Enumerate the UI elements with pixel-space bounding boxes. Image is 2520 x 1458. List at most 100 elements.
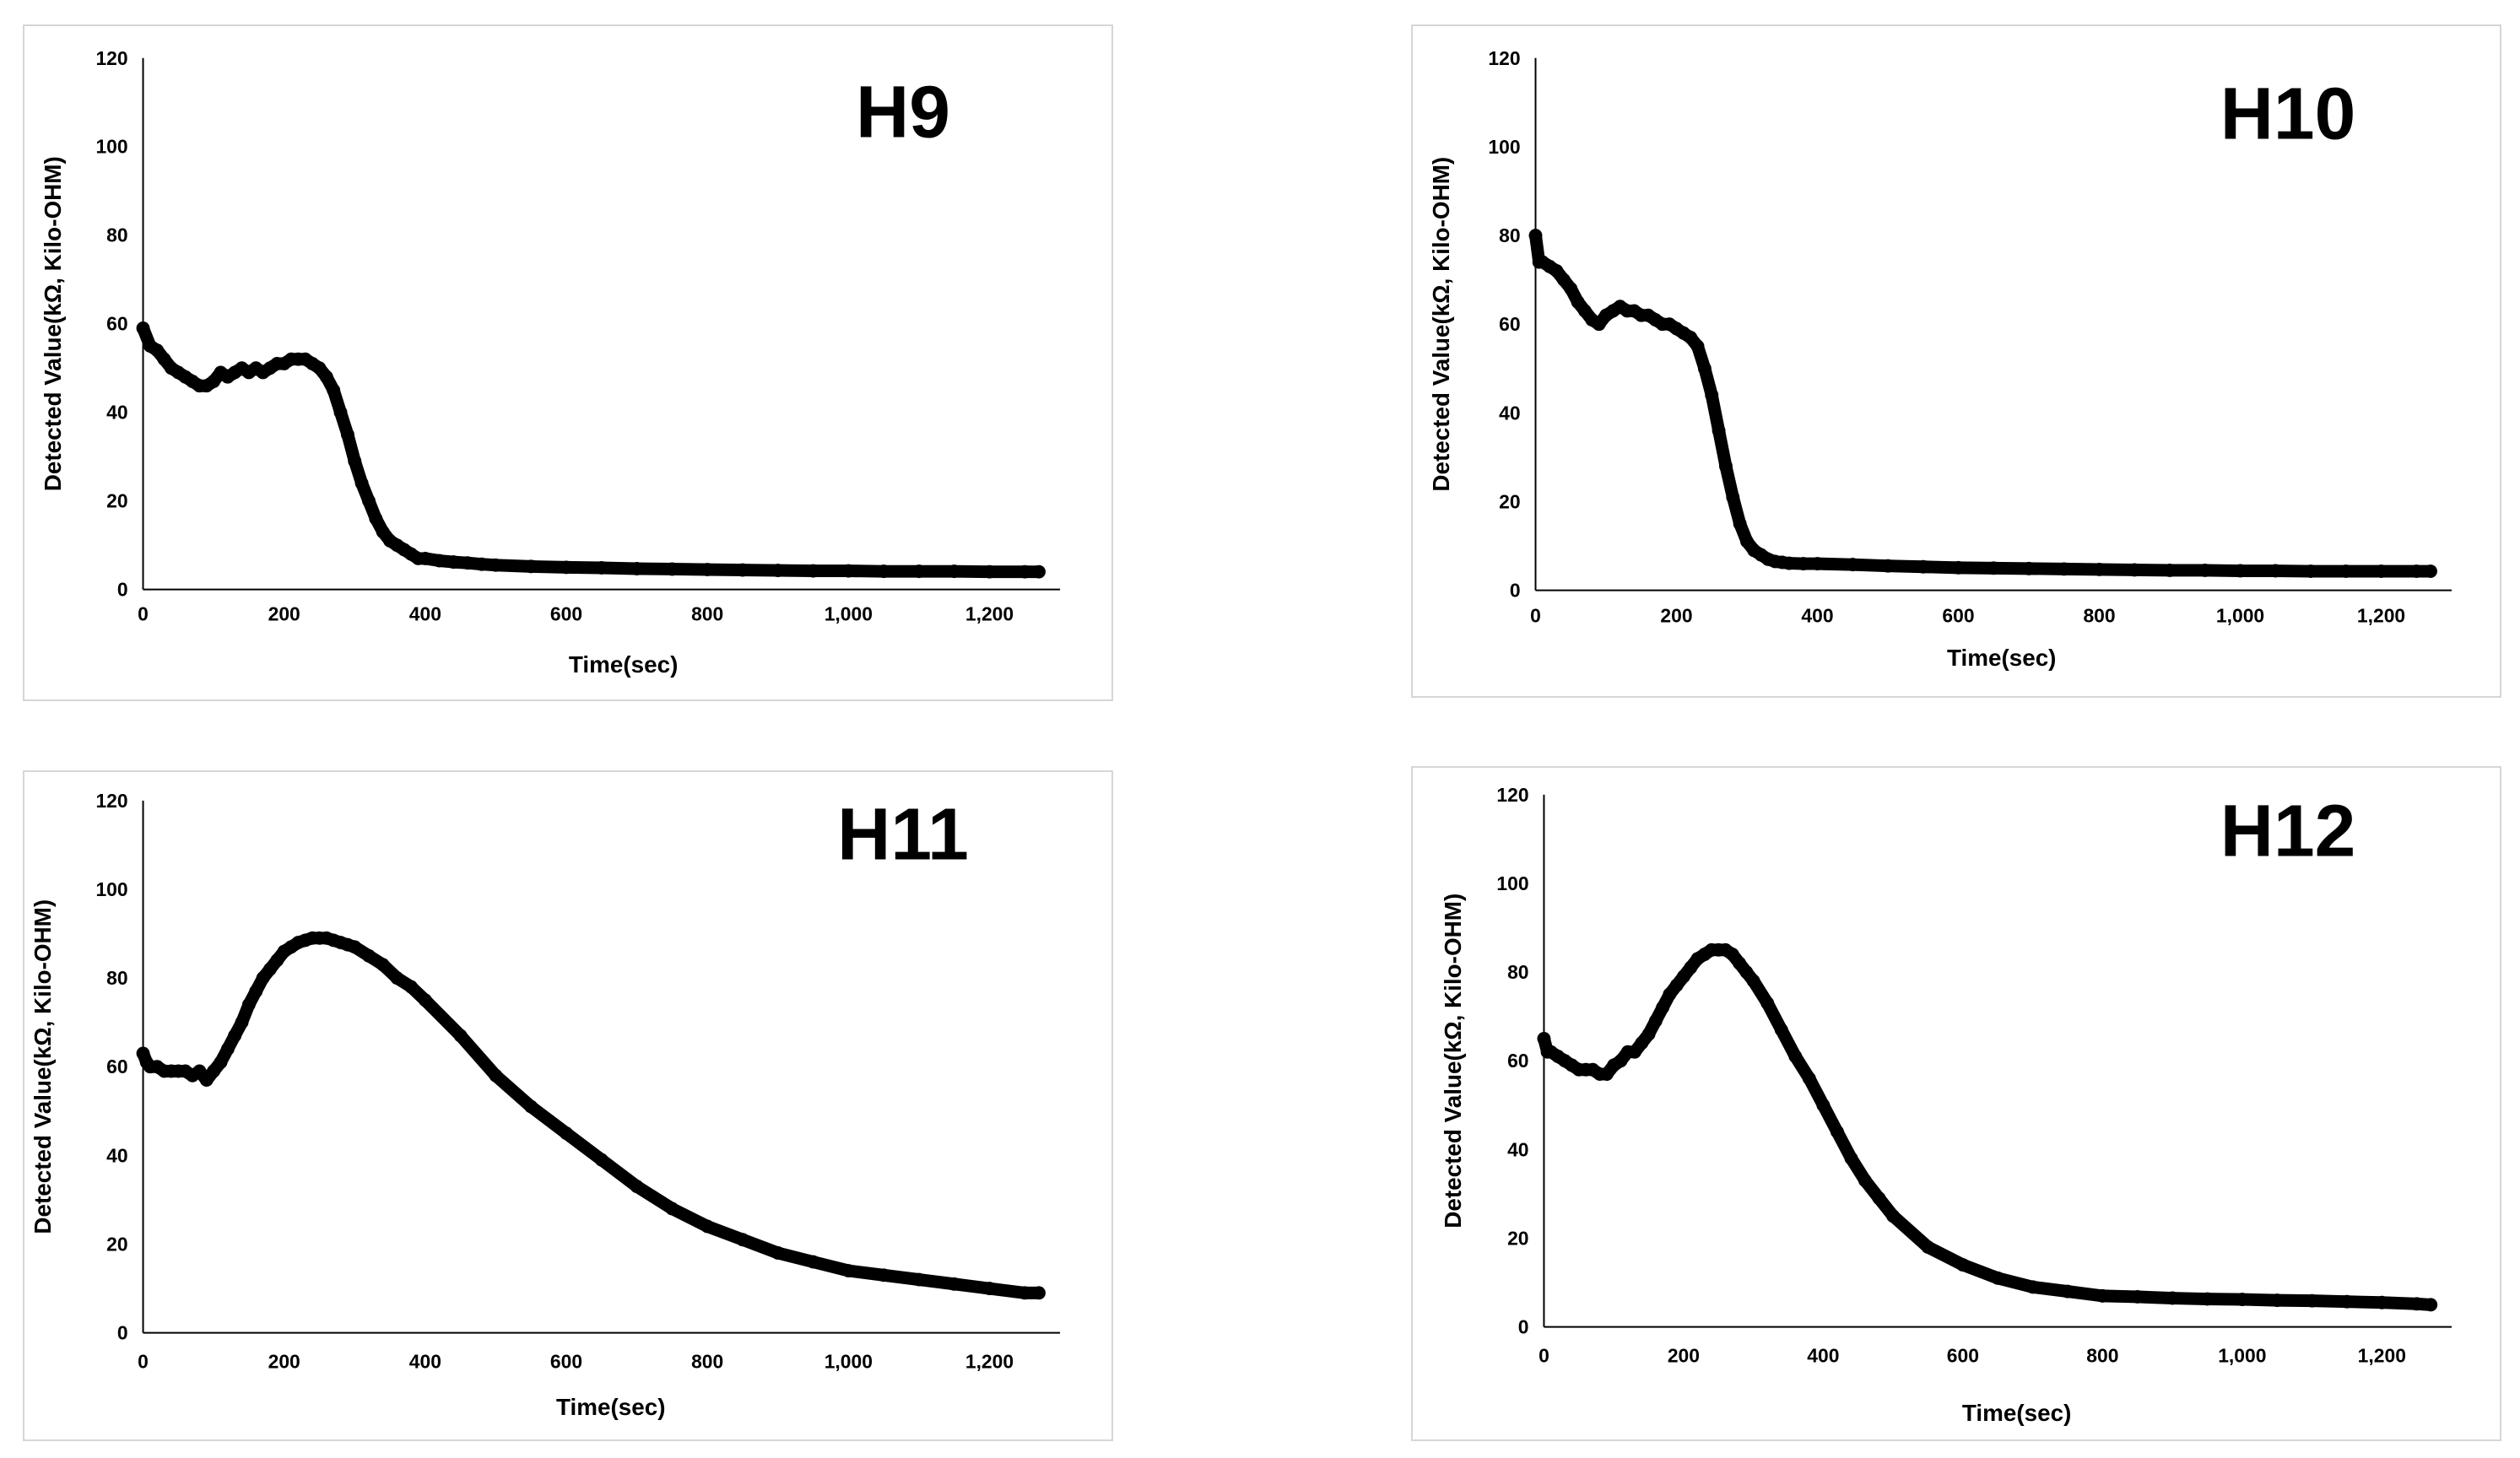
data-point — [2025, 1280, 2040, 1294]
y-tick-label: 0 — [117, 1322, 128, 1344]
x-tick-label: 0 — [138, 1350, 149, 1372]
x-tick-label: 1,000 — [2216, 604, 2264, 626]
data-point — [2424, 1298, 2438, 1312]
data-point — [806, 1255, 820, 1269]
data-point — [771, 1246, 785, 1260]
data-point — [2095, 1288, 2110, 1303]
data-point — [1656, 1001, 1670, 1015]
data-point — [2269, 564, 2283, 578]
data-point — [348, 454, 362, 468]
data-point — [1760, 996, 1775, 1010]
x-tick-label: 1,000 — [825, 602, 873, 624]
data-point — [2130, 1289, 2144, 1304]
y-tick-label: 40 — [1499, 402, 1520, 424]
y-axis-label: Detected Value(kΩ, Kilo-OHM) — [40, 156, 66, 491]
data-point — [348, 940, 362, 954]
data-point — [2374, 564, 2388, 578]
y-tick-label: 60 — [106, 313, 127, 335]
y-tick-label: 100 — [1488, 136, 1520, 158]
x-axis-label: Time(sec) — [1947, 645, 2056, 671]
y-tick-label: 60 — [1499, 313, 1520, 335]
x-tick-label: 800 — [691, 602, 723, 624]
x-tick-label: 1,000 — [825, 1350, 873, 1372]
data-point — [241, 997, 256, 1012]
data-point — [1564, 282, 1578, 296]
data-point — [2375, 1295, 2389, 1310]
data-point — [1987, 561, 2001, 575]
y-tick-label: 40 — [106, 402, 127, 424]
data-point — [362, 948, 376, 963]
data-point — [376, 958, 390, 972]
x-tick-label: 400 — [409, 1350, 441, 1372]
x-tick-label: 400 — [1801, 604, 1833, 626]
data-point — [446, 555, 461, 570]
data-point — [1858, 1174, 1873, 1188]
data-point — [947, 564, 961, 579]
x-tick-label: 1,200 — [965, 602, 1014, 624]
y-tick-label: 0 — [1510, 580, 1521, 602]
data-point — [1726, 490, 1740, 505]
series-trace — [137, 932, 1046, 1299]
data-point — [2409, 1297, 2424, 1311]
x-tick-label: 600 — [550, 1350, 582, 1372]
data-point — [2057, 562, 2071, 576]
x-tick-label: 1,000 — [2218, 1344, 2266, 1366]
data-point — [806, 564, 820, 578]
data-point — [594, 560, 608, 575]
data-point — [1032, 1286, 1046, 1300]
data-point — [1690, 339, 1705, 354]
data-point — [736, 563, 749, 577]
data-point — [2339, 1294, 2354, 1309]
data-point — [2166, 1291, 2180, 1305]
y-tick-label: 120 — [1496, 784, 1528, 806]
data-point — [1955, 1258, 1970, 1272]
data-point — [333, 405, 348, 419]
x-axis-label: Time(sec) — [569, 651, 679, 678]
x-tick-label: 400 — [1807, 1344, 1839, 1366]
data-point — [2061, 1284, 2074, 1299]
y-tick-label: 100 — [95, 136, 127, 158]
y-tick-label: 0 — [117, 579, 128, 601]
data-point — [630, 1180, 644, 1194]
y-tick-label: 60 — [106, 1056, 127, 1077]
data-point — [1018, 1286, 1032, 1300]
y-tick-label: 80 — [1507, 961, 1528, 983]
y-tick-label: 80 — [106, 967, 127, 989]
data-point — [2270, 1293, 2285, 1308]
data-point — [1788, 1050, 1803, 1063]
data-point — [524, 1099, 538, 1114]
data-point — [1537, 1032, 1551, 1045]
data-point — [1712, 424, 1726, 438]
x-tick-label: 800 — [691, 1350, 723, 1372]
x-tick-label: 200 — [1668, 1344, 1700, 1366]
x-tick-label: 1,200 — [2357, 604, 2405, 626]
data-point — [560, 560, 573, 575]
y-tick-label: 40 — [1507, 1138, 1528, 1160]
series-trace — [1537, 943, 2437, 1311]
chart-panel-h10: 0 20 40 60 80 100 120 0 200 400 600 800 1,000 1,200 Ti… — [1411, 24, 2501, 698]
data-point — [2304, 564, 2317, 578]
y-tick-label: 100 — [1496, 872, 1528, 894]
data-point — [982, 564, 997, 579]
data-point — [319, 370, 333, 384]
data-point — [474, 557, 489, 571]
x-tick-label: 600 — [1942, 604, 1974, 626]
data-point — [1697, 361, 1712, 375]
data-point — [560, 1126, 573, 1141]
x-tick-label: 0 — [1538, 1344, 1549, 1366]
data-point — [2128, 563, 2142, 577]
data-point — [1816, 1098, 1831, 1112]
data-point — [2233, 564, 2247, 578]
data-point — [841, 1264, 856, 1278]
data-point — [2235, 1293, 2249, 1307]
chart-h10: 0 20 40 60 80 100 120 0 200 400 600 800 1,000 1,200 Ti… — [1428, 47, 2452, 671]
data-point — [877, 1268, 891, 1282]
data-point — [700, 563, 715, 576]
data-point — [1733, 516, 1747, 531]
chart-h11: 0 20 40 60 80 100 120 0 200 400 600 800 1,000 1,200 Ti… — [30, 790, 1061, 1420]
y-tick-label: 100 — [95, 878, 127, 900]
data-point — [947, 1277, 961, 1291]
data-point — [2163, 564, 2177, 577]
data-point — [911, 564, 926, 579]
data-point — [841, 564, 856, 578]
